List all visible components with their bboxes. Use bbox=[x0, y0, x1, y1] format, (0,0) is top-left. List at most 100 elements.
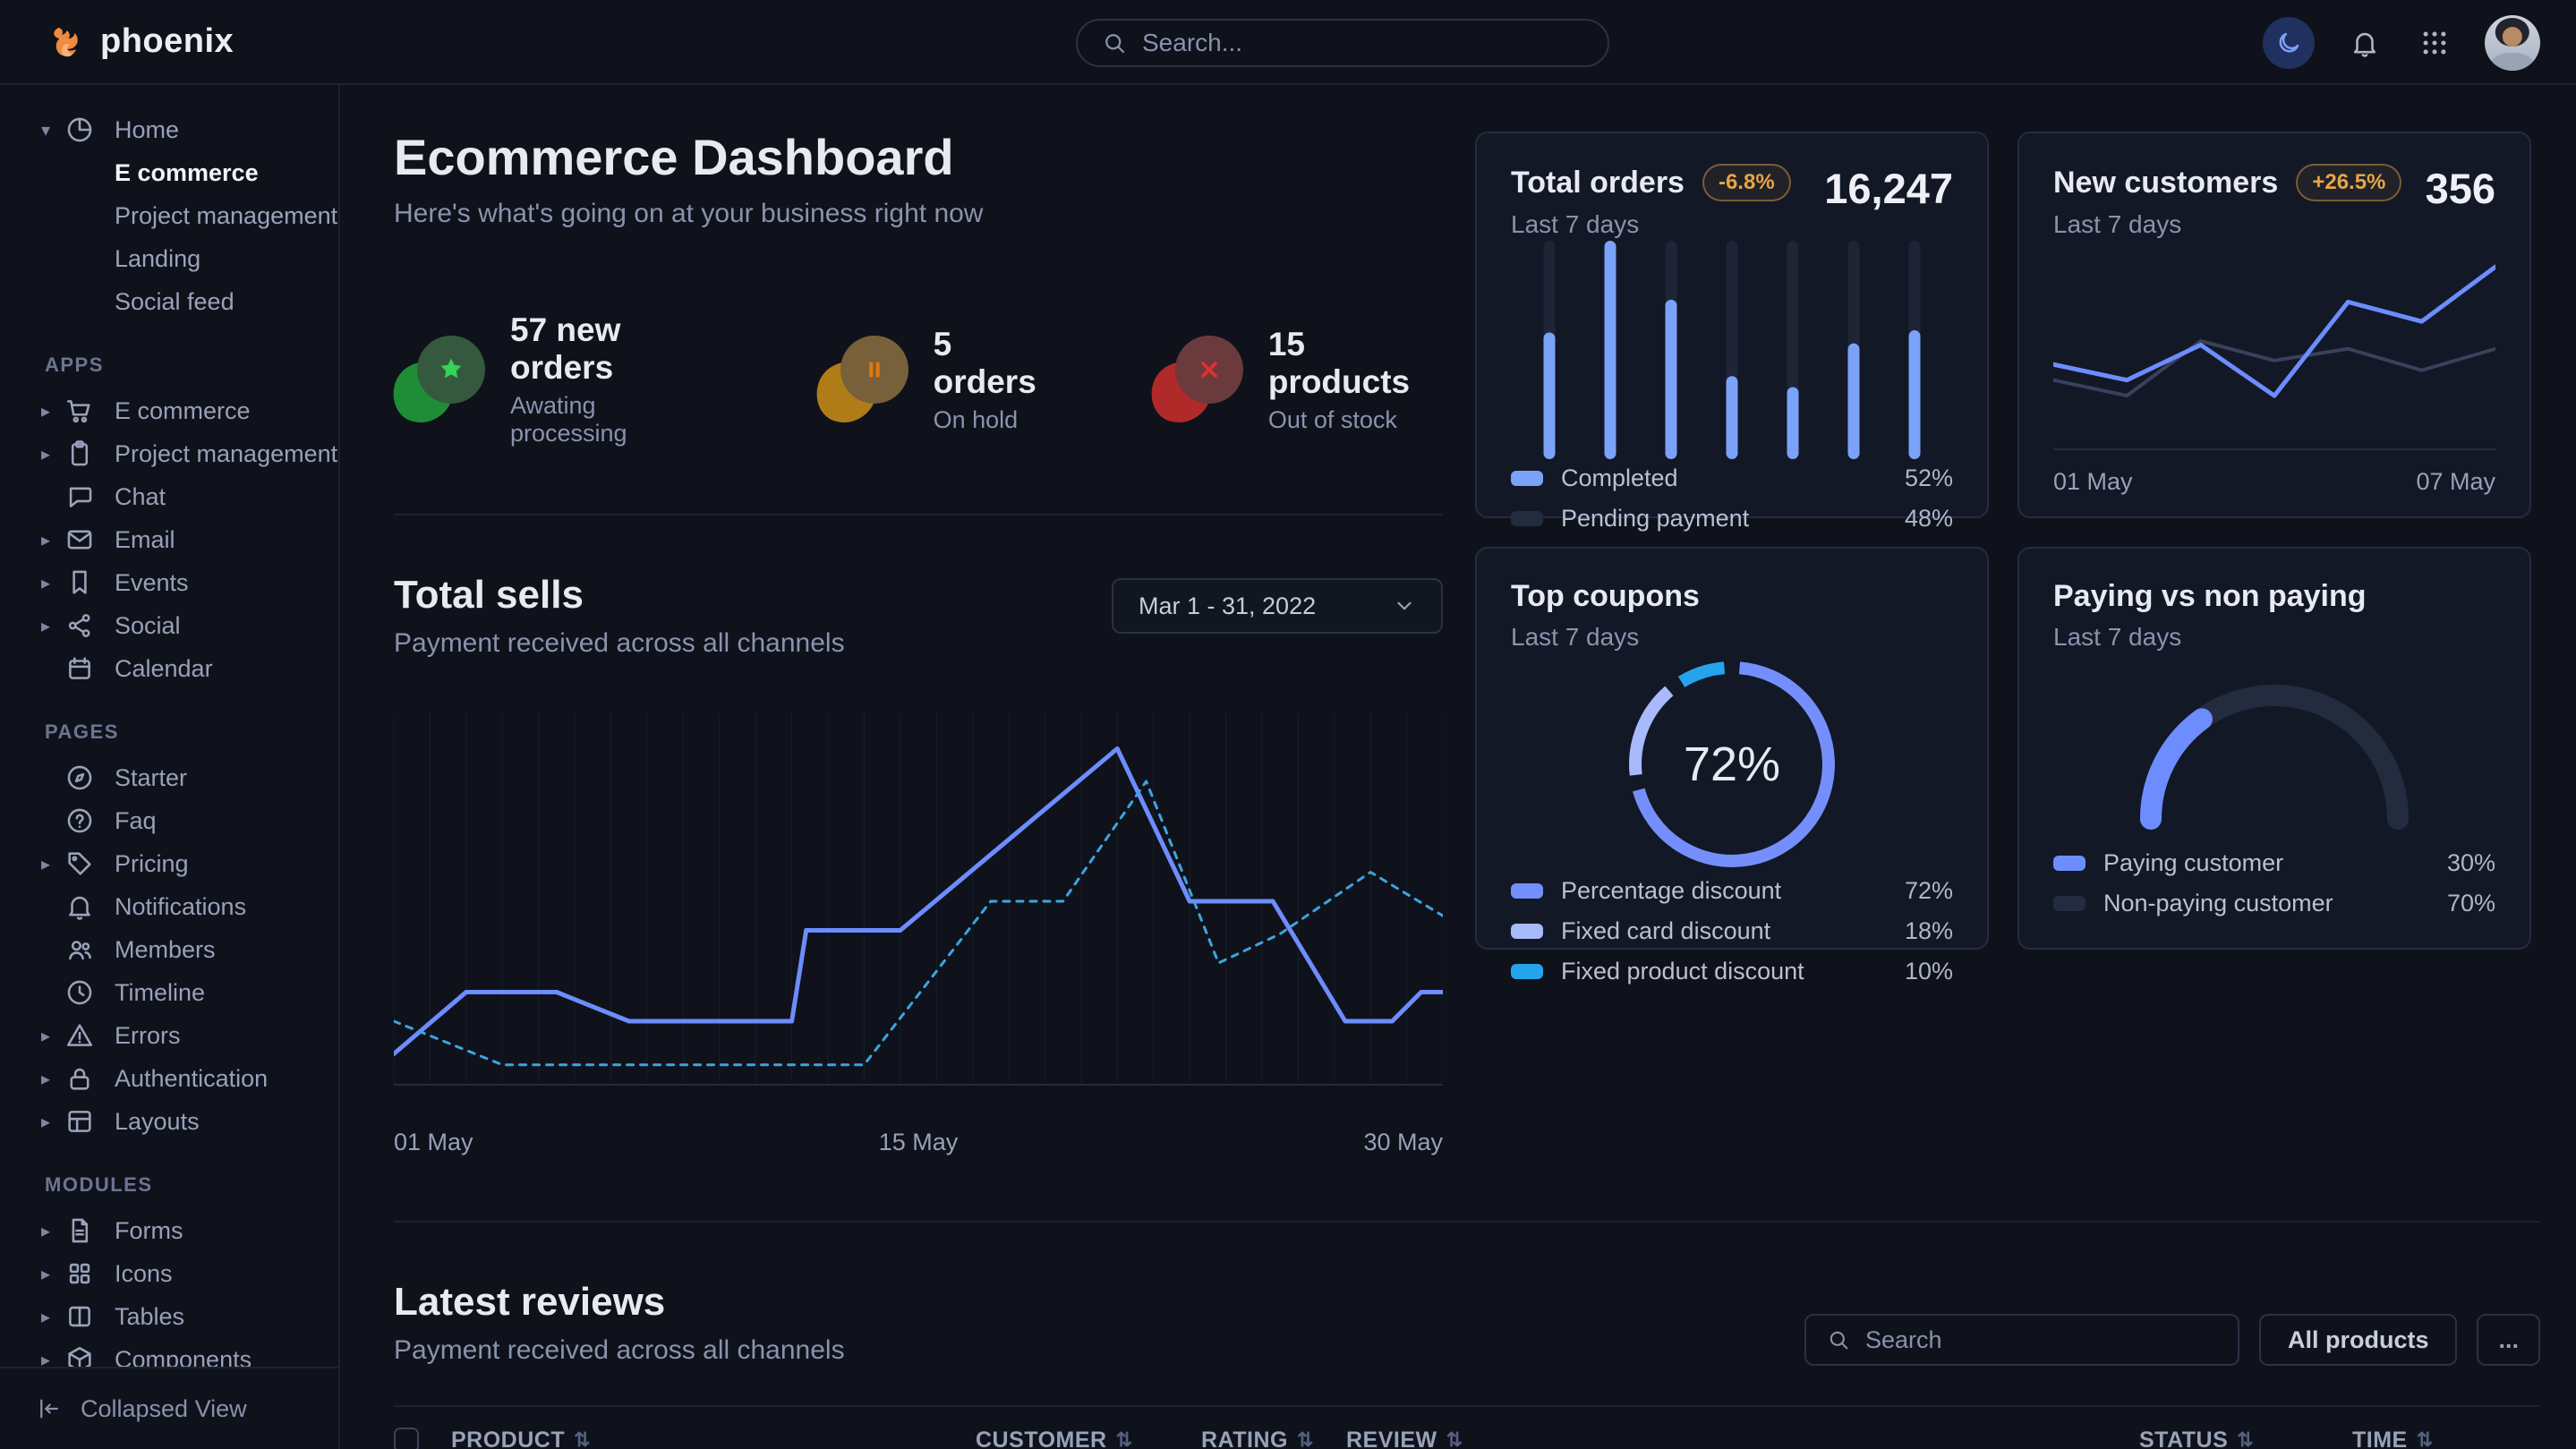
all-products-filter-button[interactable]: All products bbox=[2258, 1314, 2458, 1366]
sidebar-subitem-landing[interactable]: Landing bbox=[115, 244, 201, 272]
select-all-checkbox[interactable] bbox=[394, 1428, 419, 1449]
reviews-title: Latest reviews bbox=[394, 1280, 666, 1324]
sidebar-item-calendar[interactable]: Calendar bbox=[0, 647, 338, 690]
x-label-end: 30 May bbox=[1363, 1129, 1443, 1155]
x-label-mid: 15 May bbox=[878, 1129, 959, 1155]
star-blob-icon bbox=[385, 336, 487, 431]
sort-icon: ⇅ bbox=[1446, 1428, 1463, 1449]
new-customers-card: New customers +26.5% Last 7 days 356 01 … bbox=[2017, 132, 2531, 518]
legend-item-completed: Completed 52% bbox=[1511, 465, 1953, 492]
x-label-end: 07 May bbox=[2416, 468, 2495, 495]
sidebar-item-chat[interactable]: Chat bbox=[0, 475, 338, 518]
search-icon bbox=[1830, 1331, 1848, 1350]
column-header-rating[interactable]: RATING ⇅ bbox=[1201, 1428, 1346, 1449]
sidebar-item-icons[interactable]: ▸ Icons bbox=[0, 1252, 338, 1295]
date-range-select[interactable]: Mar 1 - 31, 2022 bbox=[1112, 578, 1443, 634]
column-header-time[interactable]: TIME ⇅ bbox=[2352, 1428, 2486, 1449]
column-header-product[interactable]: PRODUCT ⇅ bbox=[451, 1428, 976, 1449]
paying-gauge-chart bbox=[2053, 652, 2495, 849]
avatar-face bbox=[2502, 27, 2523, 47]
page-subtitle: Here's what's going on at your business … bbox=[394, 199, 984, 228]
sidebar-item-label: Notifications bbox=[115, 892, 247, 920]
sidebar-item-label: Forms bbox=[115, 1216, 183, 1244]
reviews-search-input[interactable] bbox=[1864, 1325, 2218, 1354]
collapse-sidebar-button[interactable]: Collapsed View bbox=[0, 1367, 338, 1449]
sidebar-item-events[interactable]: ▸ Events bbox=[0, 561, 338, 604]
caret-right-icon: ▸ bbox=[41, 573, 51, 593]
legend-item-percentage-discount: Percentage discount 72% bbox=[1511, 877, 1953, 905]
top-coupons-donut-chart: 72% bbox=[1511, 652, 1953, 877]
sidebar-subitem-project-management[interactable]: Project management bbox=[115, 201, 338, 229]
new-customers-badge: +26.5% bbox=[2296, 164, 2402, 201]
legend-swatch bbox=[1511, 471, 1543, 486]
sidebar-item-e-commerce[interactable]: ▸ E commerce bbox=[0, 389, 338, 432]
warning-icon bbox=[66, 1024, 93, 1046]
caret-right-icon: ▸ bbox=[41, 1307, 51, 1327]
sidebar-subitem-e-commerce[interactable]: E commerce bbox=[115, 158, 259, 186]
total-orders-period: Last 7 days bbox=[1511, 210, 1640, 238]
share-icon bbox=[68, 614, 90, 637]
sidebar-item-starter[interactable]: Starter bbox=[0, 756, 338, 799]
sidebar-item-social[interactable]: ▸ Social bbox=[0, 604, 338, 647]
column-header-review[interactable]: REVIEW ⇅ bbox=[1346, 1428, 2139, 1449]
total-orders-card: Total orders -6.8% Last 7 days 16,247 Co… bbox=[1475, 132, 1989, 532]
sort-icon: ⇅ bbox=[2416, 1428, 2434, 1449]
sidebar-item-components[interactable]: ▸ Components bbox=[0, 1338, 338, 1367]
apps-grid-button[interactable] bbox=[2415, 23, 2454, 63]
sidebar-section-label-apps: APPS bbox=[45, 354, 104, 376]
total-orders-bar-chart bbox=[1511, 239, 1953, 465]
global-search[interactable] bbox=[1076, 19, 1609, 67]
sidebar-item-forms[interactable]: ▸ Forms bbox=[0, 1209, 338, 1252]
column-header-status[interactable]: STATUS ⇅ bbox=[2139, 1428, 2352, 1449]
sidebar-item-timeline[interactable]: Timeline bbox=[0, 971, 338, 1014]
paying-vs-non-paying-card: Paying vs non paying Last 7 days Paying … bbox=[2017, 547, 2531, 950]
sidebar-item-tables[interactable]: ▸ Tables bbox=[0, 1295, 338, 1338]
sidebar-item-email[interactable]: ▸ Email bbox=[0, 518, 338, 561]
clipboard-icon bbox=[71, 440, 89, 466]
sidebar-item-errors[interactable]: ▸ Errors bbox=[0, 1014, 338, 1057]
donut-center-label: 72% bbox=[1683, 737, 1781, 791]
reviews-search[interactable] bbox=[1804, 1314, 2239, 1366]
lock-icon bbox=[70, 1068, 90, 1090]
sort-icon: ⇅ bbox=[2237, 1428, 2255, 1449]
sidebar-item-project-management[interactable]: ▸ Project management bbox=[0, 432, 338, 475]
caret-right-icon: ▸ bbox=[41, 530, 51, 550]
sidebar-item-faq[interactable]: Faq bbox=[0, 799, 338, 842]
box-icon bbox=[68, 1346, 91, 1367]
sidebar-subitem-social-feed[interactable]: Social feed bbox=[115, 287, 235, 315]
sidebar-item-home[interactable]: ▾ Home bbox=[0, 108, 338, 151]
caret-down-icon: ▾ bbox=[41, 120, 51, 141]
reviews-subtitle: Payment received across all channels bbox=[394, 1335, 845, 1365]
envelope-icon bbox=[67, 530, 92, 550]
sidebar-item-notifications[interactable]: Notifications bbox=[0, 885, 338, 928]
total-sells-chart: 01 May 15 May 30 May bbox=[391, 707, 1446, 1156]
sidebar-item-layouts[interactable]: ▸ Layouts bbox=[0, 1100, 338, 1143]
pie-icon bbox=[67, 117, 92, 142]
column-header-customer[interactable]: CUSTOMER ⇅ bbox=[976, 1428, 1201, 1449]
layout-icon bbox=[68, 1111, 91, 1132]
latest-reviews-section: Latest reviews Payment received across a… bbox=[394, 1221, 2540, 1449]
x-label-start: 01 May bbox=[394, 1129, 473, 1155]
notifications-button[interactable] bbox=[2345, 23, 2384, 63]
reviews-table-header: PRODUCT ⇅ CUSTOMER ⇅ RATING ⇅ REVIEW ⇅ STATUS ⇅ TI… bbox=[394, 1405, 2540, 1449]
sidebar-item-members[interactable]: Members bbox=[0, 928, 338, 971]
dark-mode-toggle[interactable] bbox=[2263, 16, 2315, 69]
clock-icon bbox=[67, 980, 92, 1005]
user-avatar[interactable] bbox=[2485, 14, 2540, 71]
sidebar-item-label: Social bbox=[115, 611, 181, 639]
x-label-start: 01 May bbox=[2053, 468, 2133, 495]
legend-item-fixed-product-discount: Fixed product discount 10% bbox=[1511, 958, 1953, 985]
sort-icon: ⇅ bbox=[574, 1428, 592, 1449]
grid-9-icon bbox=[2423, 31, 2446, 54]
sidebar-item-pricing[interactable]: ▸ Pricing bbox=[0, 842, 338, 885]
sidebar-item-authentication[interactable]: ▸ Authentication bbox=[0, 1057, 338, 1100]
phoenix-logo-icon bbox=[54, 27, 78, 56]
global-search-input[interactable] bbox=[1142, 29, 1584, 57]
reviews-more-button[interactable]: ... bbox=[2477, 1314, 2540, 1366]
caret-right-icon: ▸ bbox=[41, 1221, 51, 1241]
legend-item-fixed-card-discount: Fixed card discount 18% bbox=[1511, 917, 1953, 945]
total-orders-legend: Completed 52% Pending payment 48% bbox=[1511, 465, 1953, 533]
sidebar-nav: ▾ Home E commerce Project management Landing… bbox=[0, 85, 338, 1367]
brand[interactable]: phoenix bbox=[0, 21, 340, 63]
sidebar-item-label: Tables bbox=[115, 1302, 185, 1330]
